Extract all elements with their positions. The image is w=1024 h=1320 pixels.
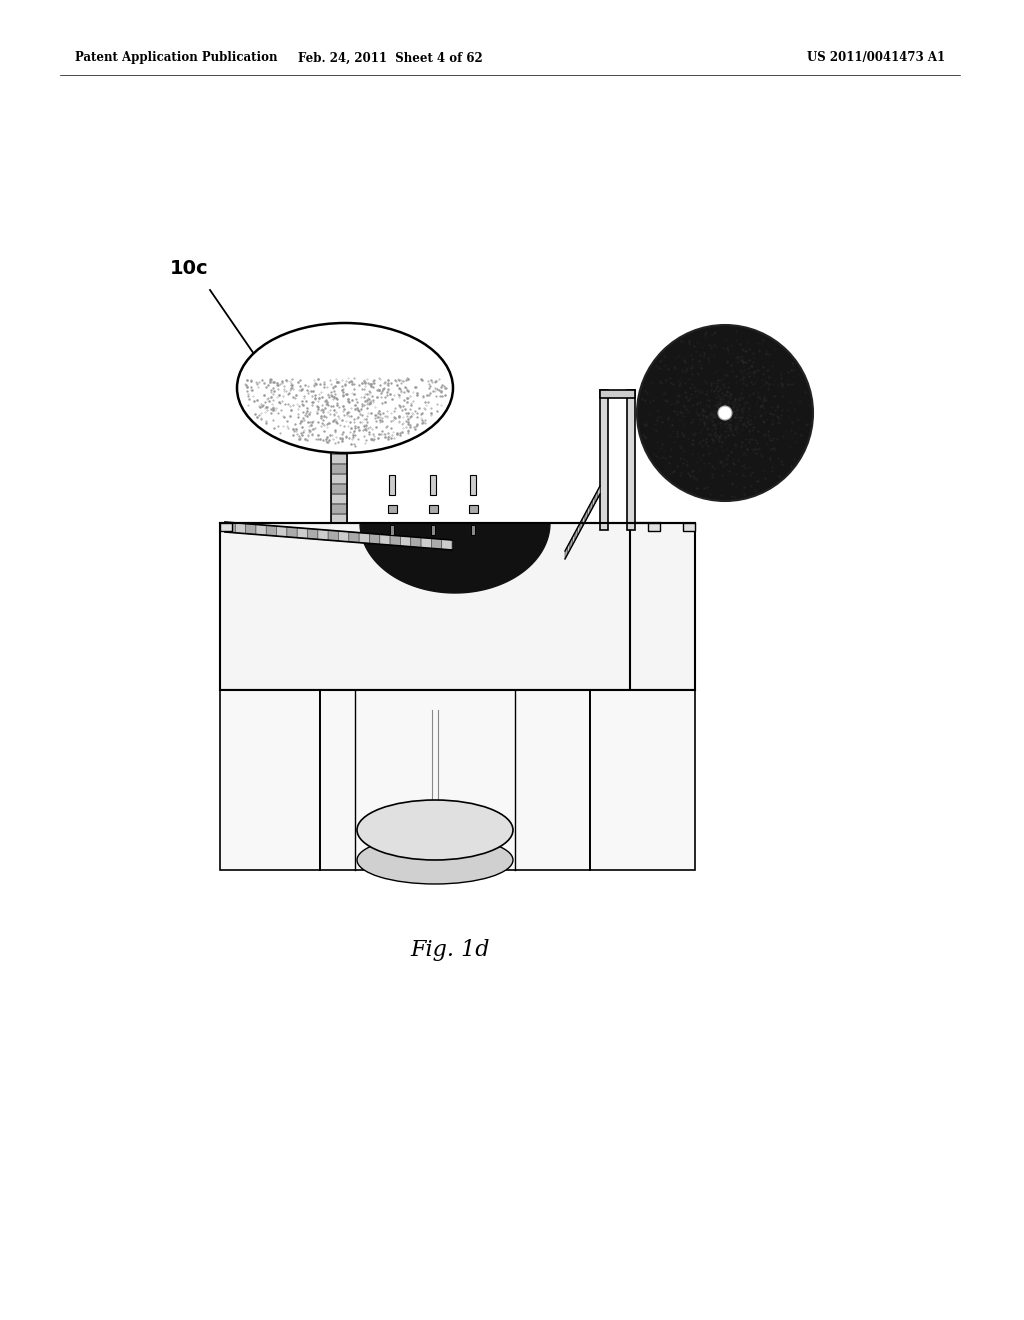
Polygon shape [583, 513, 585, 527]
Polygon shape [570, 537, 572, 549]
Polygon shape [595, 491, 597, 503]
Ellipse shape [357, 836, 513, 884]
Bar [331, 463, 347, 473]
Bar [430, 475, 436, 495]
Circle shape [718, 407, 732, 420]
Polygon shape [359, 533, 370, 544]
Polygon shape [236, 523, 246, 533]
Bar [428, 506, 437, 513]
Polygon shape [593, 495, 595, 508]
Polygon shape [597, 486, 600, 499]
Bar [331, 503, 347, 513]
Text: 10c: 10c [170, 259, 209, 277]
Bar [469, 506, 477, 513]
Bar [220, 523, 660, 690]
Polygon shape [565, 546, 567, 558]
Text: US 2011/0041473 A1: US 2011/0041473 A1 [807, 51, 945, 65]
Bar [627, 389, 635, 531]
Bar [470, 475, 476, 495]
Bar [600, 389, 608, 531]
Bar [220, 690, 319, 870]
Bar [600, 389, 635, 399]
Bar [319, 690, 590, 870]
Bar [648, 523, 660, 531]
Polygon shape [370, 533, 380, 544]
Polygon shape [276, 527, 287, 537]
Polygon shape [256, 524, 266, 536]
Polygon shape [390, 535, 400, 546]
Polygon shape [572, 532, 575, 545]
Polygon shape [246, 524, 256, 535]
Polygon shape [400, 536, 411, 546]
Polygon shape [380, 535, 390, 545]
Polygon shape [349, 532, 359, 543]
Ellipse shape [237, 323, 453, 453]
Text: Fig. 1d: Fig. 1d [411, 939, 489, 961]
Text: Patent Application Publication: Patent Application Publication [75, 51, 278, 65]
Polygon shape [297, 528, 307, 539]
Bar [331, 483, 347, 492]
Bar [331, 454, 347, 463]
Bar [590, 690, 695, 870]
Polygon shape [588, 504, 590, 517]
Polygon shape [411, 537, 421, 548]
Bar [630, 523, 695, 690]
Bar [683, 523, 695, 531]
Bar [387, 506, 396, 513]
Polygon shape [590, 500, 593, 512]
Polygon shape [578, 523, 580, 536]
Bar [331, 494, 347, 503]
Ellipse shape [357, 800, 513, 861]
Polygon shape [431, 539, 441, 549]
Circle shape [637, 325, 813, 502]
Bar [331, 474, 347, 483]
Bar [220, 523, 232, 531]
Bar [331, 513, 347, 523]
Polygon shape [441, 539, 452, 550]
Polygon shape [421, 537, 431, 548]
Polygon shape [360, 523, 550, 593]
Polygon shape [339, 531, 349, 541]
Polygon shape [225, 521, 236, 533]
Polygon shape [287, 527, 297, 537]
Polygon shape [585, 510, 588, 521]
Polygon shape [575, 528, 578, 540]
Bar [431, 525, 435, 535]
Polygon shape [580, 519, 583, 531]
Polygon shape [307, 528, 317, 540]
Bar [471, 525, 475, 535]
Text: Feb. 24, 2011  Sheet 4 of 62: Feb. 24, 2011 Sheet 4 of 62 [298, 51, 482, 65]
Bar [390, 525, 394, 535]
Polygon shape [567, 541, 570, 554]
Polygon shape [328, 531, 339, 541]
Polygon shape [317, 529, 328, 540]
Polygon shape [266, 525, 276, 536]
Bar [389, 475, 395, 495]
